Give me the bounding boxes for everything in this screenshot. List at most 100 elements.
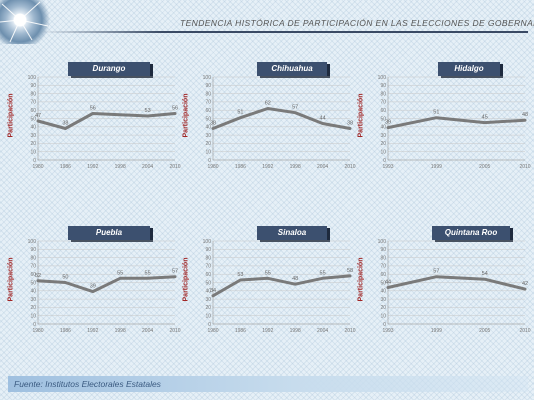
chart-title: Puebla xyxy=(68,226,150,240)
data-label: 47 xyxy=(35,113,41,119)
starburst-logo-icon xyxy=(0,1,49,43)
y-tick-label: 20 xyxy=(205,141,211,147)
data-label: 62 xyxy=(265,101,271,107)
y-tick-label: 70 xyxy=(380,264,386,270)
y-tick-label: 30 xyxy=(205,133,211,139)
x-tick-label: 2004 xyxy=(142,164,153,170)
x-tick-label: 1999 xyxy=(431,328,442,334)
x-tick-label: 1986 xyxy=(60,164,71,170)
data-label: 42 xyxy=(522,281,528,287)
y-tick-label: 70 xyxy=(30,264,36,270)
data-label: 53 xyxy=(237,272,243,278)
chart-title: Chihuahua xyxy=(257,62,327,76)
y-tick-label: 10 xyxy=(380,150,386,156)
data-label: 51 xyxy=(433,110,439,116)
data-label: 48 xyxy=(522,112,528,118)
y-tick-label: 80 xyxy=(205,91,211,97)
y-tick-label: 10 xyxy=(205,150,211,156)
chart-panel-puebla: Puebla Participación 0 10 20 30 40 50 60 70 80 90 10… xyxy=(8,226,185,346)
y-tick-label: 50 xyxy=(205,116,211,122)
y-tick-label: 40 xyxy=(380,289,386,295)
y-tick-label: 90 xyxy=(205,83,211,89)
y-tick-label: 10 xyxy=(30,314,36,320)
y-tick-label: 100 xyxy=(203,239,212,245)
y-tick-label: 100 xyxy=(378,239,387,245)
y-tick-label: 20 xyxy=(30,141,36,147)
data-label: 38 xyxy=(347,120,353,126)
data-label: 56 xyxy=(90,106,96,112)
y-tick-label: 60 xyxy=(380,272,386,278)
x-tick-label: 1998 xyxy=(115,164,126,170)
y-tick-label: 80 xyxy=(380,255,386,261)
y-tick-label: 30 xyxy=(30,133,36,139)
y-tick-label: 50 xyxy=(30,280,36,286)
y-tick-label: 70 xyxy=(380,100,386,106)
chart-title: Durango xyxy=(68,62,150,76)
y-tick-label: 90 xyxy=(30,247,36,253)
y-tick-label: 20 xyxy=(205,305,211,311)
line-chart-hidalgo: 0 10 20 30 40 50 60 70 80 90 100 1993 1999 2005 2010 39… xyxy=(378,75,531,170)
data-label: 34 xyxy=(210,288,216,294)
data-label: 52 xyxy=(35,273,41,279)
y-tick-label: 0 xyxy=(383,158,386,164)
x-tick-label: 1993 xyxy=(382,164,393,170)
data-label: 54 xyxy=(482,271,488,277)
data-label: 55 xyxy=(320,270,326,276)
x-tick-label: 1980 xyxy=(207,164,218,170)
data-label: 56 xyxy=(172,106,178,112)
y-tick-label: 50 xyxy=(380,116,386,122)
y-tick-label: 50 xyxy=(30,116,36,122)
data-label: 55 xyxy=(265,270,271,276)
page-title: TENDENCIA HISTÓRICA DE PARTICIPACIÓN EN … xyxy=(180,18,534,28)
y-tick-label: 60 xyxy=(205,108,211,114)
data-label: 51 xyxy=(237,110,243,116)
data-label: 44 xyxy=(385,279,391,285)
data-label: 39 xyxy=(385,120,391,126)
data-label: 57 xyxy=(172,269,178,275)
series-line xyxy=(211,107,352,130)
chart-title: Quintana Roo xyxy=(432,226,510,240)
y-tick-label: 30 xyxy=(30,297,36,303)
y-tick-label: 40 xyxy=(30,289,36,295)
y-tick-label: 90 xyxy=(380,83,386,89)
x-tick-label: 1999 xyxy=(431,164,442,170)
y-tick-label: 90 xyxy=(380,247,386,253)
series-line xyxy=(386,275,527,291)
line-chart-sinaloa: 0 10 20 30 40 50 60 70 80 90 100 1980 1986 1992 1998 20… xyxy=(203,239,356,334)
data-label: 55 xyxy=(117,270,123,276)
y-tick-label: 90 xyxy=(205,247,211,253)
y-tick-label: 60 xyxy=(30,108,36,114)
y-tick-label: 60 xyxy=(30,272,36,278)
x-tick-label: 1992 xyxy=(262,328,273,334)
data-label: 38 xyxy=(210,120,216,126)
data-label: 48 xyxy=(292,276,298,282)
y-tick-label: 0 xyxy=(208,158,211,164)
x-tick-label: 2010 xyxy=(344,164,355,170)
y-tick-label: 0 xyxy=(33,158,36,164)
x-tick-label: 1986 xyxy=(60,328,71,334)
y-tick-label: 10 xyxy=(30,150,36,156)
y-tick-label: 0 xyxy=(383,322,386,328)
data-label: 58 xyxy=(347,268,353,274)
x-tick-label: 2005 xyxy=(479,164,490,170)
x-tick-label: 1980 xyxy=(32,328,43,334)
y-tick-label: 80 xyxy=(380,91,386,97)
y-tick-label: 60 xyxy=(380,108,386,114)
y-tick-label: 100 xyxy=(28,239,37,245)
chart-title: Hidalgo xyxy=(438,62,500,76)
y-tick-label: 20 xyxy=(30,305,36,311)
y-tick-label: 40 xyxy=(30,125,36,131)
x-tick-label: 2010 xyxy=(519,328,530,334)
x-tick-label: 2004 xyxy=(317,164,328,170)
x-tick-label: 1986 xyxy=(235,328,246,334)
data-label: 44 xyxy=(320,115,326,121)
y-tick-label: 20 xyxy=(380,141,386,147)
y-tick-label: 10 xyxy=(205,314,211,320)
y-tick-label: 70 xyxy=(30,100,36,106)
x-tick-label: 1980 xyxy=(207,328,218,334)
y-tick-label: 80 xyxy=(205,255,211,261)
data-label: 50 xyxy=(62,275,68,281)
y-tick-label: 70 xyxy=(205,100,211,106)
y-tick-label: 30 xyxy=(205,297,211,303)
footer-bar xyxy=(8,376,528,392)
